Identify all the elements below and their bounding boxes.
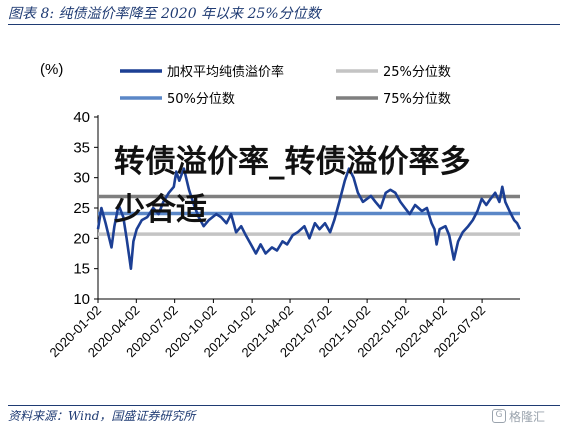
y-unit-label: (%) [40, 61, 63, 78]
legend-label: 25%分位数 [383, 65, 451, 80]
y-tick-label: 25 [73, 200, 90, 217]
g-logo-icon: G [492, 409, 506, 423]
y-tick-label: 30 [73, 170, 90, 187]
legend-label: 加权平均纯债溢价率 [167, 64, 284, 80]
series-line-weighted-premium [96, 167, 522, 270]
overlay-headline: 转债溢价率_转债溢价率多少合适 [114, 144, 471, 228]
source-note: 资料来源：Wind，国盛证券研究所 [8, 409, 196, 423]
legend-label: 50%分位数 [167, 92, 235, 107]
y-tick-label: 10 [73, 291, 90, 308]
chart-legend: 加权平均纯债溢价率 25%分位数 50%分位数 75%分位数 [120, 64, 451, 107]
y-tick-label: 35 [73, 139, 90, 156]
y-tick-label: 20 [73, 230, 90, 247]
y-tick-label: 40 [73, 109, 90, 126]
y-tick-label: 15 [73, 261, 90, 278]
legend-label: 75%分位数 [383, 92, 451, 107]
figure-title: 图表 8: 纯债溢价率降至 2020 年以来 25%分位数 [8, 6, 321, 22]
bottom-rule [8, 405, 560, 406]
top-rule [8, 24, 560, 25]
watermark-text: 格隆汇 [509, 409, 546, 424]
watermark: G 格隆汇 [492, 405, 564, 427]
